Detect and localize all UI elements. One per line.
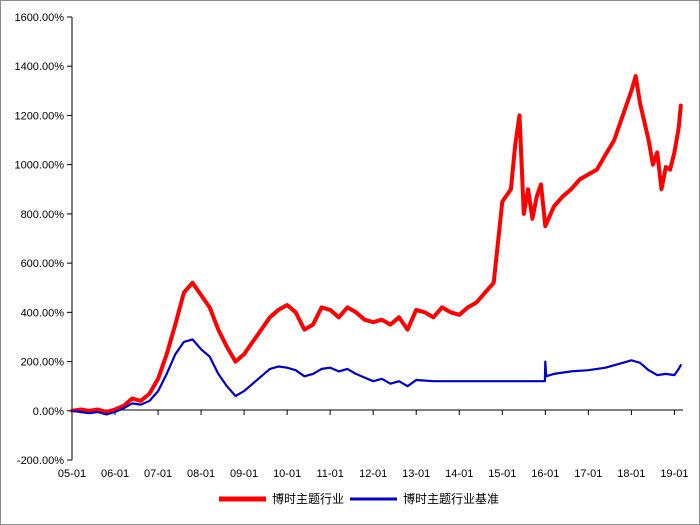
y-tick-label: 0.00% (33, 406, 64, 418)
legend: 博时主题行业 博时主题行业基准 (219, 491, 499, 506)
x-tick-label: 08-01 (187, 468, 215, 480)
legend-label-series-1: 博时主题行业 (272, 491, 344, 506)
y-tick-label: 1000.00% (14, 160, 64, 172)
x-tick-label: 09-01 (230, 468, 258, 480)
y-tick-label: 800.00% (21, 209, 65, 221)
x-tick-label: 18-01 (617, 468, 645, 480)
x-tick-label: 15-01 (488, 468, 516, 480)
x-tick-label: 11-01 (317, 468, 344, 480)
x-tick-label: 14-01 (445, 468, 473, 480)
y-tick-label: -200.00% (17, 455, 64, 467)
x-tick-label: 12-01 (359, 468, 387, 480)
x-tick-label: 07-01 (144, 468, 172, 480)
series-line-2 (70, 338, 682, 416)
y-tick-label: 1600.00% (14, 12, 64, 24)
x-tick-label: 06-01 (101, 468, 129, 480)
x-tick-label: 05-01 (58, 468, 86, 480)
x-tick-label: 17-01 (574, 468, 602, 480)
series-line-1 (70, 74, 683, 414)
x-tick-label: 13-01 (402, 468, 430, 480)
series-layer (70, 74, 683, 416)
y-tick-label: 600.00% (21, 258, 65, 270)
x-axis: 05-01 06-01 07-01 08-01 09-01 10-01 11-01 12-01… (58, 409, 688, 480)
y-tick-label: 200.00% (21, 357, 65, 369)
x-tick-label: 10-01 (273, 468, 301, 480)
y-tick-label: 1200.00% (14, 110, 64, 122)
x-tick-label: 16-01 (531, 468, 559, 480)
legend-label-series-2: 博时主题行业基准 (403, 491, 499, 506)
y-tick-label: 400.00% (21, 307, 65, 319)
x-tick-label: 19-01 (660, 468, 688, 480)
y-axis: -200.00% 0.00% 200.00% 400.00% 600.00% 800.00… (14, 12, 73, 467)
y-tick-label: 1400.00% (14, 61, 64, 73)
